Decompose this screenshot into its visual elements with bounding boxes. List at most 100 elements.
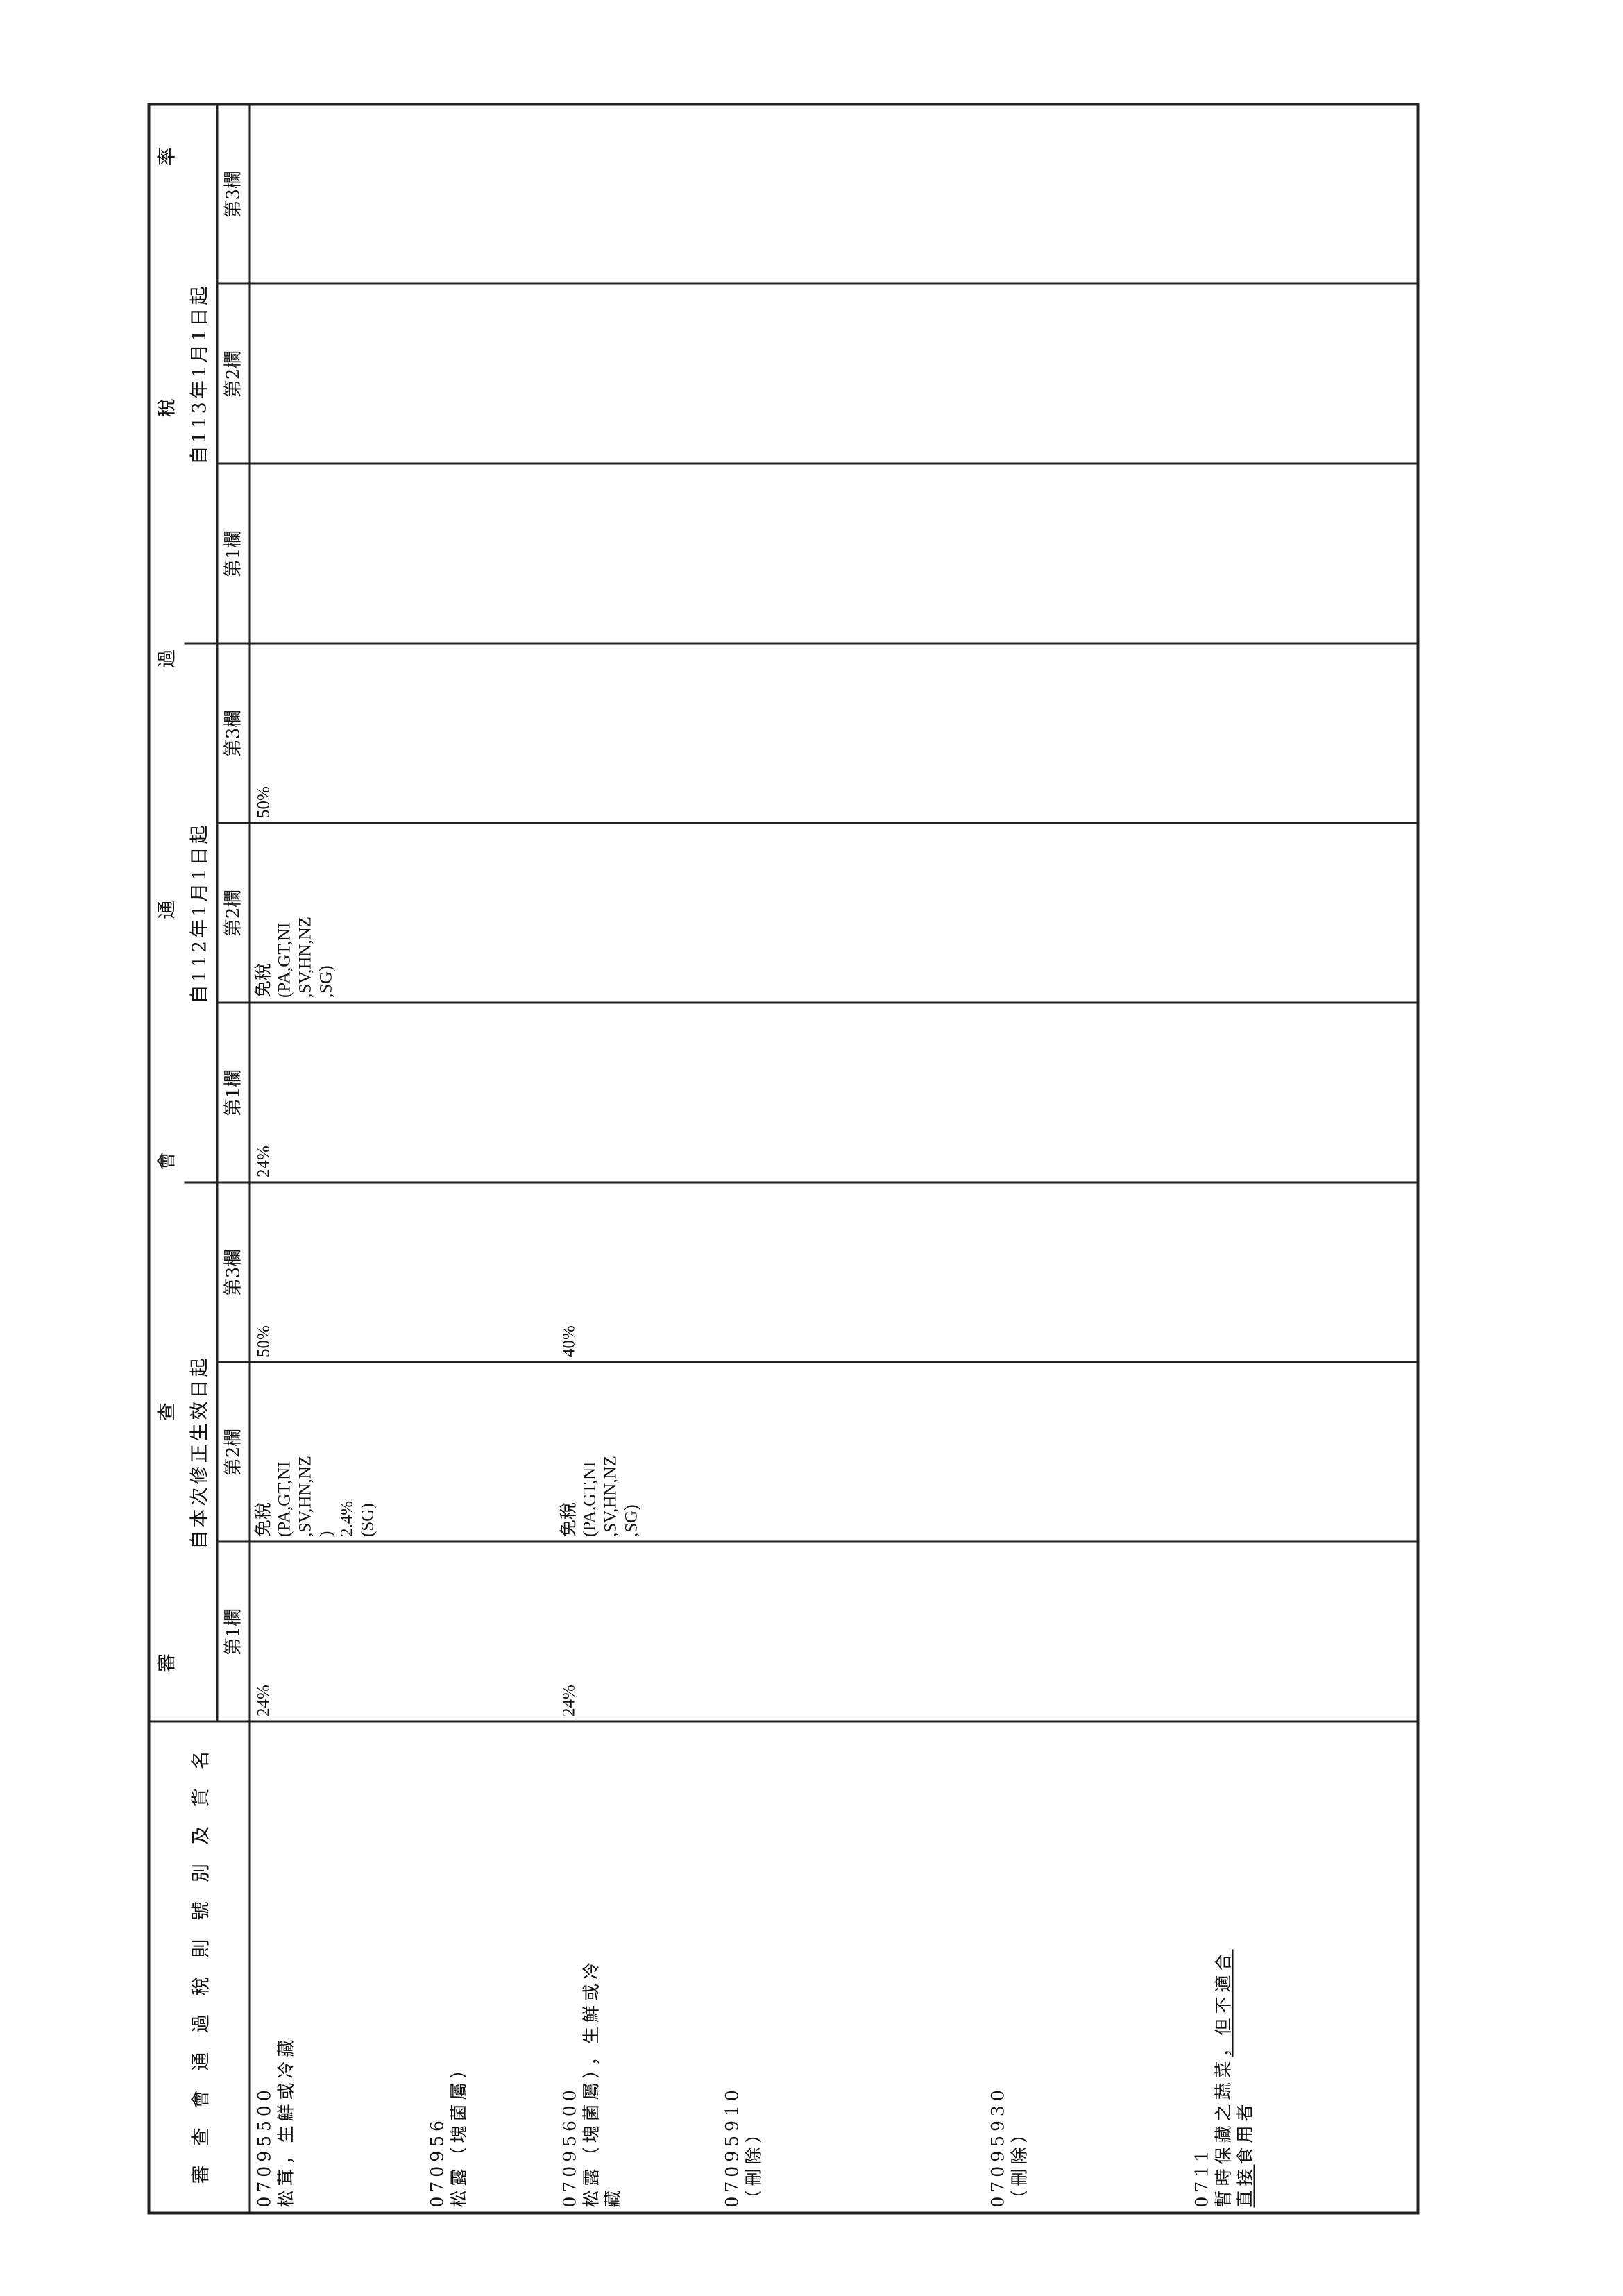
rate-cell (556, 1003, 719, 1183)
table-row: 0711 暫時保藏之蔬菜，但不適合 直接食用者 (1188, 104, 1418, 2213)
rate-value (719, 645, 724, 822)
goods-title-char: 號 (190, 1901, 212, 1921)
goods-text: 07095500 松茸，生鮮或冷藏 (250, 1723, 299, 2212)
rate-value (250, 285, 256, 463)
rate-cell (249, 284, 424, 464)
rate-cell (1188, 823, 1418, 1003)
rate-value (1189, 465, 1194, 643)
tariff-code: 07095600 (559, 2086, 580, 2208)
rotated-tariff-table-page: 審查會通過稅則號別及貨名 審查會通過稅率 自本次修正生效日起 自112年1月1日… (147, 103, 1420, 2215)
rate-cell: 40% (556, 1182, 719, 1363)
group-label: 自112年1月1日起 (189, 822, 211, 1004)
goods-cell: 07095930 （刪除） (984, 1721, 1189, 2213)
table-row: 07095930 （刪除） (984, 104, 1189, 2213)
rate-cell (556, 104, 719, 284)
column-label: 第3欄 (223, 1248, 244, 1297)
rate-cell (984, 1182, 1189, 1363)
rate-cell (1188, 1003, 1418, 1183)
goods-title-char: 審 (190, 2165, 212, 2184)
goods-column-header: 審查會通過稅則號 別 及貨名 (148, 1721, 250, 2213)
rate-cell (984, 284, 1189, 464)
rate-value: 40% (559, 1325, 579, 1357)
goods-cell: 07095910 （刪除） (718, 1721, 985, 2213)
rate-value (424, 1184, 430, 1361)
rate-cell (423, 1003, 556, 1183)
goods-name: 松茸，生鮮或冷藏 (275, 2035, 296, 2208)
rate-value (556, 645, 562, 822)
goods-name: 松露（塊菌屬），生鮮或冷 藏 (581, 1957, 623, 2208)
rate-value (985, 105, 990, 283)
rate-value (424, 824, 430, 1002)
rate-title-char: 審 (156, 1653, 178, 1672)
column-label: 第1欄 (223, 1608, 244, 1656)
rate-value: 免稅 (PA,GT,NI ,SV,HN,NZ ,SG) (254, 917, 335, 998)
rate-cell (556, 643, 719, 824)
rate-cell (249, 104, 424, 284)
rate-value (719, 105, 724, 283)
rate-cell (423, 1182, 556, 1363)
rate-cell (718, 823, 985, 1003)
rate-value (556, 285, 562, 463)
group-label: 自113年1月1日起 (189, 283, 211, 465)
rate-cell (984, 464, 1189, 644)
column-label: 第2欄 (223, 1428, 244, 1477)
rate-value (250, 105, 256, 283)
goods-name: （刪除） (743, 2121, 764, 2208)
tariff-code: 07095930 (987, 2086, 1008, 2208)
goods-text: 0711 暫時保藏之蔬菜，但不適合 直接食用者 (1189, 1723, 1259, 2212)
rate-cell (556, 464, 719, 644)
rate-value (424, 465, 430, 643)
rate-value (719, 1543, 724, 1721)
rate-value (719, 824, 724, 1002)
rate-value (985, 1543, 990, 1721)
column-label: 第3欄 (223, 170, 244, 219)
goods-title-char: 會 (190, 2089, 212, 2109)
goods-title-char: 查 (190, 2127, 212, 2147)
rate-cell: 免稅 (PA,GT,NI ,SV,HN,NZ ,SG) (249, 823, 424, 1003)
goods-title-char: 則 (190, 1939, 212, 1958)
goods-name: （刪除） (1009, 2121, 1030, 2208)
rate-value (985, 824, 990, 1002)
rate-title-char: 稅 (156, 398, 178, 418)
goods-name-part: ，但不適合 (1213, 1949, 1234, 2057)
goods-text: 070956 松露（塊菌屬） (424, 1723, 473, 2212)
goods-title-char: 別 (190, 1864, 212, 1882)
rate-value (719, 1184, 724, 1361)
rate-title-char: 通 (156, 900, 178, 919)
rate-value (719, 285, 724, 463)
rate-cell: 50% (249, 643, 424, 824)
goods-name-part: 食用者 (1234, 2100, 1255, 2165)
goods-title-char: 通 (190, 2052, 212, 2071)
rate-cell (1188, 464, 1418, 644)
rate-cell: 免稅 (PA,GT,NI ,SV,HN,NZ ) 2.4% (SG) (249, 1362, 424, 1542)
tariff-table: 審查會通過稅則號別及貨名 審查會通過稅率 自本次修正生效日起 自112年1月1日… (147, 103, 1420, 2215)
rate-value (424, 285, 430, 463)
column-label: 第3欄 (223, 709, 244, 758)
rate-cell (984, 1362, 1189, 1542)
goods-title-char: 名 (190, 1751, 212, 1770)
rate-value (1189, 1363, 1194, 1541)
rate-title-char: 率 (156, 147, 178, 167)
rate-cell (718, 643, 985, 824)
rate-cell (984, 1003, 1189, 1183)
rate-value (985, 645, 990, 822)
column-header: 第2欄 (216, 1362, 250, 1542)
goods-title-char: 貨 (190, 1788, 212, 1808)
column-label: 第2欄 (223, 350, 244, 398)
rate-cell: 免稅 (PA,GT,NI ,SV,HN,NZ ,SG) (556, 1362, 719, 1542)
column-header: 第2欄 (216, 284, 250, 464)
rate-cell (423, 643, 556, 824)
rate-cell (556, 823, 719, 1003)
rate-value: 免稅 (PA,GT,NI ,SV,HN,NZ ,SG) (559, 1456, 641, 1537)
goods-cell: 07095500 松茸，生鮮或冷藏 (249, 1721, 424, 2213)
rate-title-char: 會 (156, 1151, 178, 1171)
goods-cell: 070956 松露（塊菌屬） (423, 1721, 556, 2213)
table-row: 07095500 松茸，生鮮或冷藏 24% 免稅 (PA,GT,NI ,SV,HN,… (249, 104, 424, 2213)
rate-value (985, 1004, 990, 1182)
rate-cell (1188, 1182, 1418, 1363)
rate-value (985, 465, 990, 643)
rate-value (424, 105, 430, 283)
rate-value (424, 1543, 430, 1721)
rate-cell (423, 1542, 556, 1722)
rate-cell (423, 284, 556, 464)
